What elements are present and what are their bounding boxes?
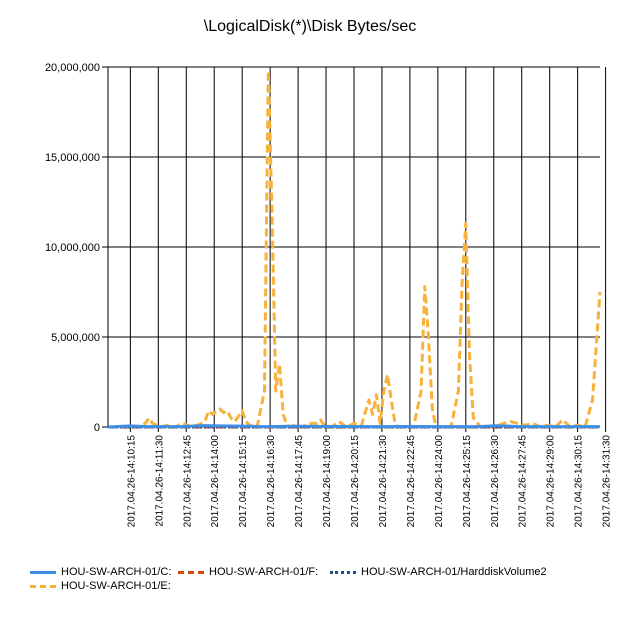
x-tick-label: 2017.04.26-14:15:15 <box>238 435 249 528</box>
x-tick-label: 2017.04.26-14:31:30 <box>602 435 613 528</box>
legend-item-e: HOU-SW-ARCH-01/E: <box>30 580 171 592</box>
plot-area: 20,000,000 15,000,000 10,000,000 5,000,000 0… <box>45 62 613 528</box>
legend-item-harddiskvolume2: HOU-SW-ARCH-01/HarddiskVolume2 <box>330 566 547 578</box>
x-tick-label: 2017.04.26-14:10:15 <box>126 435 137 528</box>
x-tick-label: 2017.04.26-14:27:45 <box>518 435 529 528</box>
x-tick-label: 2017.04.26-14:24:00 <box>434 435 445 528</box>
legend-label-e: HOU-SW-ARCH-01/E: <box>61 580 171 592</box>
legend-swatch-e <box>30 584 56 588</box>
x-tick-label: 2017.04.26-14:20:15 <box>350 435 361 528</box>
legend-item-f: HOU-SW-ARCH-01/F: <box>178 566 318 578</box>
legend-swatch-c <box>30 570 56 574</box>
legend-item-c: HOU-SW-ARCH-01/C: <box>30 566 171 578</box>
x-tick-label: 2017.04.26-14:14:00 <box>210 435 221 528</box>
x-tick-label: 2017.04.26-14:30:15 <box>574 435 585 528</box>
legend-swatch-f <box>178 570 204 574</box>
x-tick-label: 2017.04.26-14:22:45 <box>406 435 417 528</box>
y-tick-label: 0 <box>94 422 100 434</box>
legend-label-c: HOU-SW-ARCH-01/C: <box>61 566 172 578</box>
x-tick-label: 2017.04.26-14:25:15 <box>462 435 473 528</box>
y-tick-label: 10,000,000 <box>45 242 100 254</box>
x-tick-label: 2017.04.26-14:17:45 <box>294 435 305 528</box>
x-tick-label: 2017.04.26-14:21:30 <box>378 435 389 528</box>
legend-label-f: HOU-SW-ARCH-01/F: <box>209 566 319 578</box>
series-line-e <box>108 69 602 429</box>
y-tick-label: 15,000,000 <box>45 152 100 164</box>
legend-swatch-harddiskvolume2 <box>330 570 356 574</box>
legend: HOU-SW-ARCH-01/C: HOU-SW-ARCH-01/F: HOU-… <box>0 560 620 610</box>
x-tick-label: 2017.04.26-14:19:00 <box>322 435 333 528</box>
y-tick-label: 20,000,000 <box>45 62 100 74</box>
x-tick-label: 2017.04.26-14:29:00 <box>546 435 557 528</box>
x-tick-label: 2017.04.26-14:26:30 <box>490 435 501 528</box>
x-tick-label: 2017.04.26-14:12:45 <box>182 435 193 528</box>
y-tick-label: 5,000,000 <box>51 332 100 344</box>
x-tick-label: 2017.04.26-14:11:30 <box>154 435 165 527</box>
x-tick-label: 2017.04.26-14:16:30 <box>266 435 277 528</box>
chart-title: \LogicalDisk(*)\Disk Bytes/sec <box>203 18 417 35</box>
series-line-c <box>107 424 600 429</box>
legend-label-harddiskvolume2: HOU-SW-ARCH-01/HarddiskVolume2 <box>361 566 547 578</box>
